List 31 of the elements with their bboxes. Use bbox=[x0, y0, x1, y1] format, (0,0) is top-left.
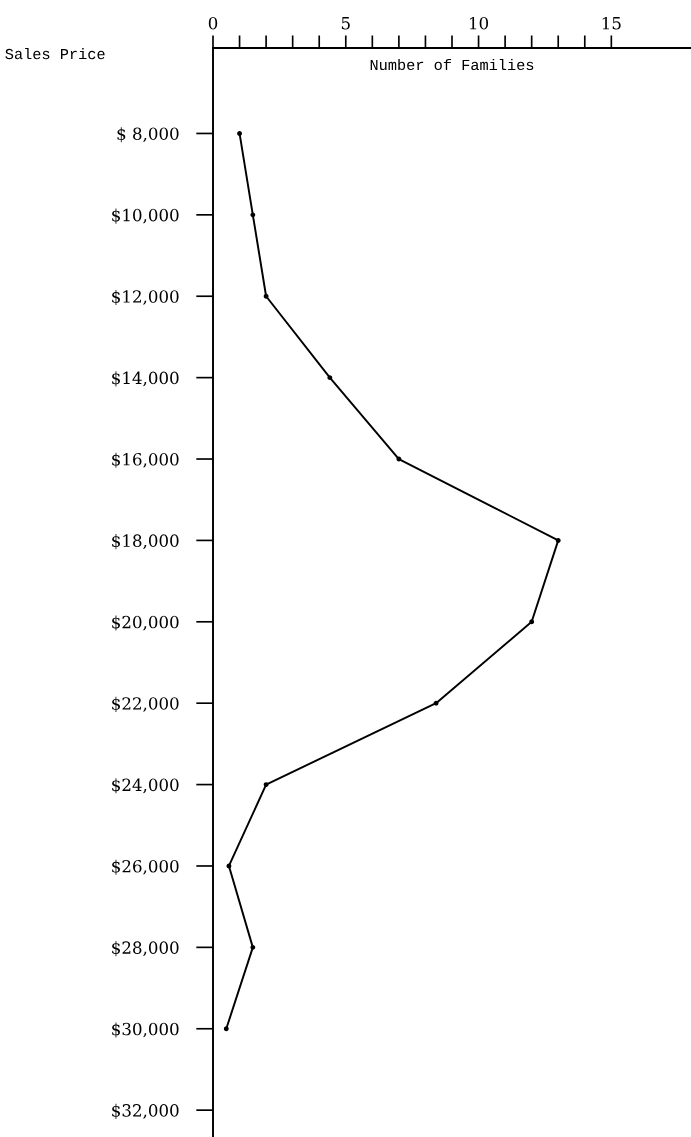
point bbox=[226, 863, 232, 869]
x-tick-label: 0 bbox=[208, 16, 218, 30]
y-tick-label: $16,000 bbox=[112, 452, 179, 468]
y-tick-label: $ 8,000 bbox=[117, 127, 179, 143]
y-tick-label: $14,000 bbox=[112, 371, 179, 387]
point bbox=[263, 293, 269, 299]
point bbox=[263, 782, 269, 788]
point bbox=[555, 537, 561, 543]
y-tick-label: $12,000 bbox=[112, 289, 179, 306]
point bbox=[529, 619, 535, 625]
y-tick-label: $18,000 bbox=[112, 534, 179, 550]
x-tick-label: 10 bbox=[469, 16, 489, 30]
point bbox=[396, 456, 402, 462]
x-tick-label: 15 bbox=[602, 16, 621, 30]
point bbox=[237, 131, 242, 136]
y-tick-label: $28,000 bbox=[112, 941, 179, 957]
y-tick-label: $20,000 bbox=[112, 615, 179, 631]
y-tick-label: $26,000 bbox=[112, 859, 179, 875]
point bbox=[223, 1026, 229, 1032]
point bbox=[250, 944, 256, 950]
y-tick-label: $22,000 bbox=[112, 696, 179, 712]
y-tick-label: $24,000 bbox=[112, 778, 179, 794]
y-axis-title: Sales Price bbox=[5, 48, 105, 60]
y-tick-label: $10,000 bbox=[112, 208, 179, 224]
y-tick-label: $32,000 bbox=[112, 1103, 179, 1119]
y-tick-label: $30,000 bbox=[112, 1022, 179, 1038]
point bbox=[327, 375, 333, 381]
point bbox=[433, 700, 439, 706]
point bbox=[250, 212, 256, 218]
x-axis-title: Number of Families bbox=[370, 58, 534, 71]
x-tick-label: 5 bbox=[341, 17, 350, 30]
